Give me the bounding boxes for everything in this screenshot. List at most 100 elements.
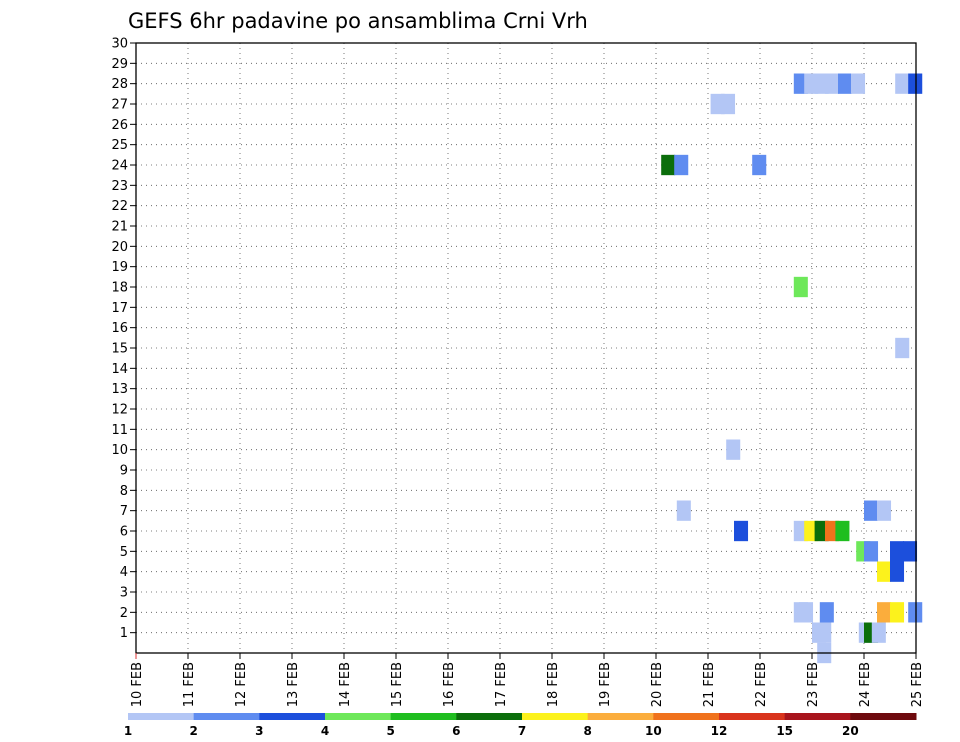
legend-label: 12 xyxy=(711,724,728,738)
legend-swatch xyxy=(587,713,654,720)
legend-label: 10 xyxy=(645,724,662,738)
legend-swatch xyxy=(259,713,326,720)
legend-swatch xyxy=(784,713,851,720)
precip-cell xyxy=(871,622,886,643)
x-tick-label: 14 FEB xyxy=(338,662,353,707)
x-tick-label: 19 FEB xyxy=(598,662,613,707)
legend-swatch xyxy=(522,713,589,720)
y-tick-label: 22 xyxy=(111,199,128,214)
x-tick-label: 20 FEB xyxy=(650,662,665,707)
y-tick-label: 21 xyxy=(111,220,128,235)
precip-cell xyxy=(799,602,814,623)
color-legend: 1 2 3 4 5 6 7 8 10 12 15 20 xyxy=(124,713,917,738)
y-tick-label: 29 xyxy=(111,57,128,72)
precip-cell xyxy=(895,73,910,94)
x-tick-label: 11 FEB xyxy=(182,662,197,707)
legend-swatch xyxy=(390,713,457,720)
y-tick-label: 15 xyxy=(111,342,128,357)
x-tick-label: 24 FEB xyxy=(858,662,873,707)
y-tick-label: 3 xyxy=(120,586,128,601)
y-axis: 1234567891011121314151617181920212223242… xyxy=(111,37,136,641)
x-tick-label: 12 FEB xyxy=(234,662,249,707)
precip-cell xyxy=(890,541,905,562)
y-tick-label: 27 xyxy=(111,98,128,113)
precip-cell xyxy=(825,73,840,94)
chart-title: GEFS 6hr padavine po ansamblima Crni Vrh xyxy=(128,9,588,33)
y-tick-label: 1 xyxy=(120,626,128,641)
legend-swatch xyxy=(193,713,260,720)
y-tick-label: 9 xyxy=(120,464,128,479)
precip-cell xyxy=(877,561,892,582)
precip-cell xyxy=(674,154,689,176)
y-tick-label: 6 xyxy=(120,525,128,540)
precip-cell xyxy=(819,602,834,623)
y-tick-label: 13 xyxy=(111,382,128,397)
precip-cell xyxy=(890,602,905,623)
y-tick-label: 24 xyxy=(111,159,128,174)
y-tick-label: 12 xyxy=(111,403,128,418)
x-tick-label: 16 FEB xyxy=(442,662,457,707)
legend-label: 20 xyxy=(842,724,859,738)
y-tick-label: 18 xyxy=(111,281,128,296)
precip-cell xyxy=(793,276,808,298)
y-tick-label: 23 xyxy=(111,179,128,194)
precip-cell xyxy=(721,93,736,115)
legend-label: 7 xyxy=(518,724,526,738)
precip-cell xyxy=(851,73,866,94)
precip-cell xyxy=(752,154,767,176)
x-axis: 10 FEB 11 FEB 12 FEB 13 FEB 14 FEB 15 FEB 16 F… xyxy=(130,653,925,707)
y-tick-label: 4 xyxy=(120,565,128,580)
data-cells xyxy=(661,73,923,664)
x-tick-label: 25 FEB xyxy=(910,662,925,707)
x-tick-label: 13 FEB xyxy=(286,662,301,707)
precip-cell xyxy=(895,337,910,359)
precip-cell xyxy=(838,73,853,94)
y-tick-label: 26 xyxy=(111,118,128,133)
precip-cell xyxy=(890,561,905,582)
legend-label: 5 xyxy=(386,724,394,738)
legend-swatch xyxy=(850,713,917,720)
y-tick-label: 5 xyxy=(120,545,128,560)
legend-swatch xyxy=(719,713,786,720)
precip-cell xyxy=(726,439,741,460)
legend-label: 1 xyxy=(124,724,132,738)
precip-cell xyxy=(676,500,691,521)
y-tick-label: 10 xyxy=(111,443,128,458)
y-tick-label: 7 xyxy=(120,504,128,519)
precip-cell xyxy=(908,602,923,623)
precip-cell xyxy=(817,622,832,643)
legend-label: 4 xyxy=(321,724,329,738)
precip-cell xyxy=(661,154,676,176)
y-tick-label: 19 xyxy=(111,260,128,275)
legend-swatch xyxy=(653,713,720,720)
x-tick-label: 18 FEB xyxy=(546,662,561,707)
x-tick-label: 23 FEB xyxy=(806,662,821,707)
precip-cell xyxy=(864,541,879,562)
y-tick-label: 16 xyxy=(111,321,128,336)
x-tick-label: 15 FEB xyxy=(390,662,405,707)
precip-cell xyxy=(877,500,892,521)
y-tick-label: 2 xyxy=(120,606,128,621)
y-tick-label: 30 xyxy=(111,37,128,52)
y-tick-label: 20 xyxy=(111,240,128,255)
precip-cell xyxy=(908,73,923,94)
x-tick-label: 21 FEB xyxy=(702,662,717,707)
y-tick-label: 14 xyxy=(111,362,128,377)
x-tick-label: 22 FEB xyxy=(754,662,769,707)
y-tick-label: 25 xyxy=(111,138,128,153)
precip-cell xyxy=(835,520,850,542)
legend-label: 15 xyxy=(776,724,793,738)
legend-label: 2 xyxy=(189,724,197,738)
x-tick-label: 10 FEB xyxy=(130,662,145,707)
precip-cell xyxy=(877,602,892,623)
y-tick-label: 17 xyxy=(111,301,128,316)
y-tick-label: 8 xyxy=(120,484,128,499)
legend-swatch xyxy=(128,713,195,720)
precip-cell xyxy=(864,500,879,521)
y-tick-label: 11 xyxy=(111,423,128,438)
legend-label: 6 xyxy=(452,724,460,738)
legend-label: 8 xyxy=(583,724,591,738)
y-tick-label: 28 xyxy=(111,77,128,92)
precip-cell xyxy=(903,541,918,562)
